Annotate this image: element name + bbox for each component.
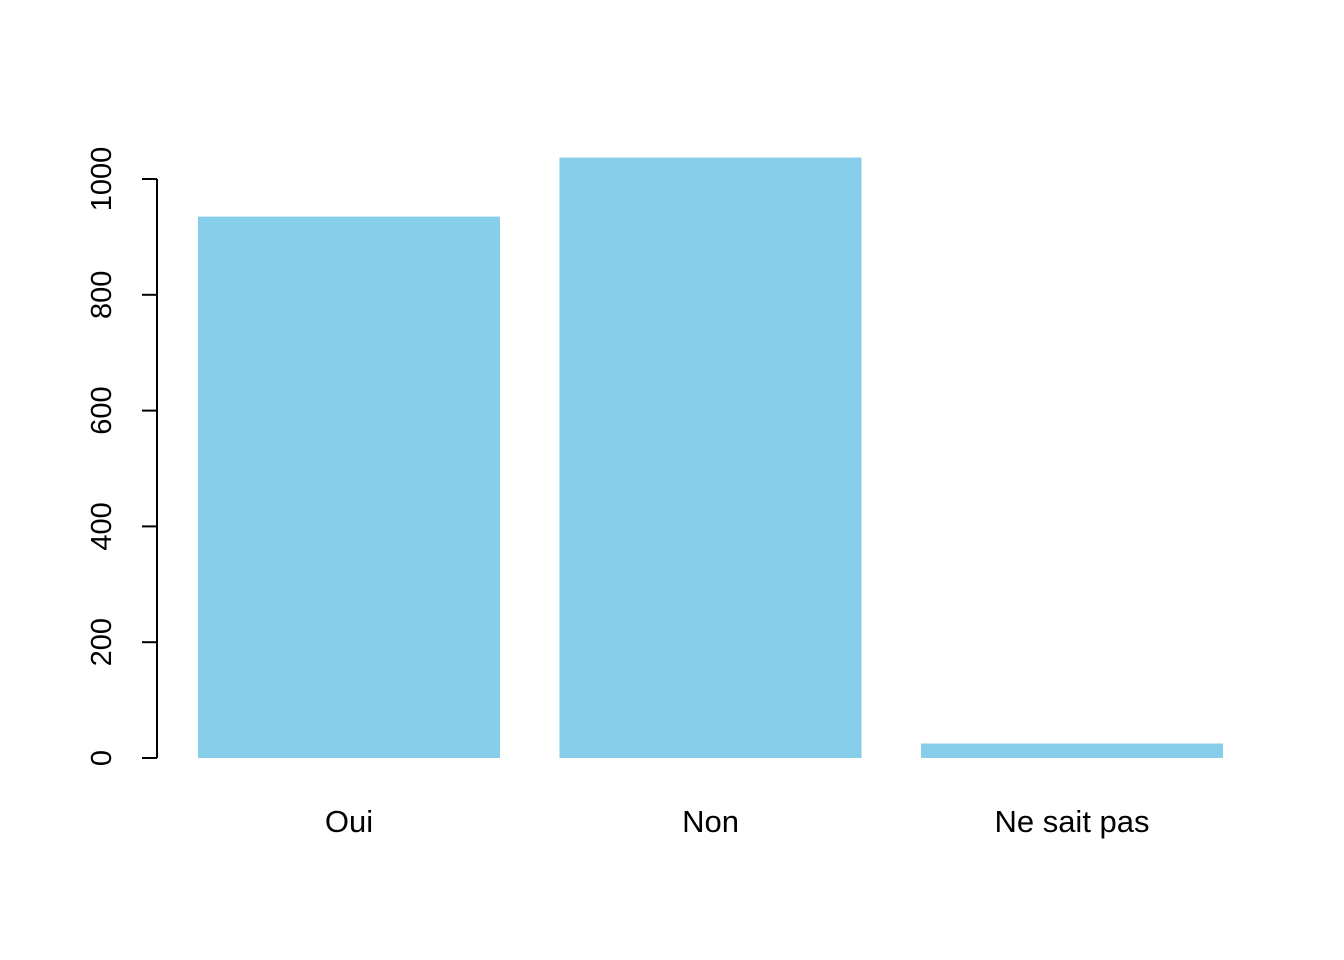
bar-oui (198, 216, 500, 758)
y-tick-label: 1000 (86, 147, 118, 212)
x-category-label: Non (682, 804, 739, 839)
bars (198, 157, 1223, 758)
x-category-label: Ne sait pas (994, 804, 1149, 839)
y-tick-label: 400 (86, 502, 118, 550)
y-tick-label: 0 (86, 750, 118, 766)
bar-non (559, 157, 862, 758)
bar-ne-sait-pas (921, 743, 1223, 758)
y-tick-label: 800 (86, 271, 118, 319)
y-tick-label: 600 (86, 386, 118, 434)
x-category-label: Oui (325, 804, 373, 839)
x-axis-labels: Oui Non Ne sait pas (325, 804, 1150, 839)
y-tick-label: 200 (86, 618, 118, 666)
y-axis: 0 200 400 600 800 1000 (86, 147, 158, 766)
